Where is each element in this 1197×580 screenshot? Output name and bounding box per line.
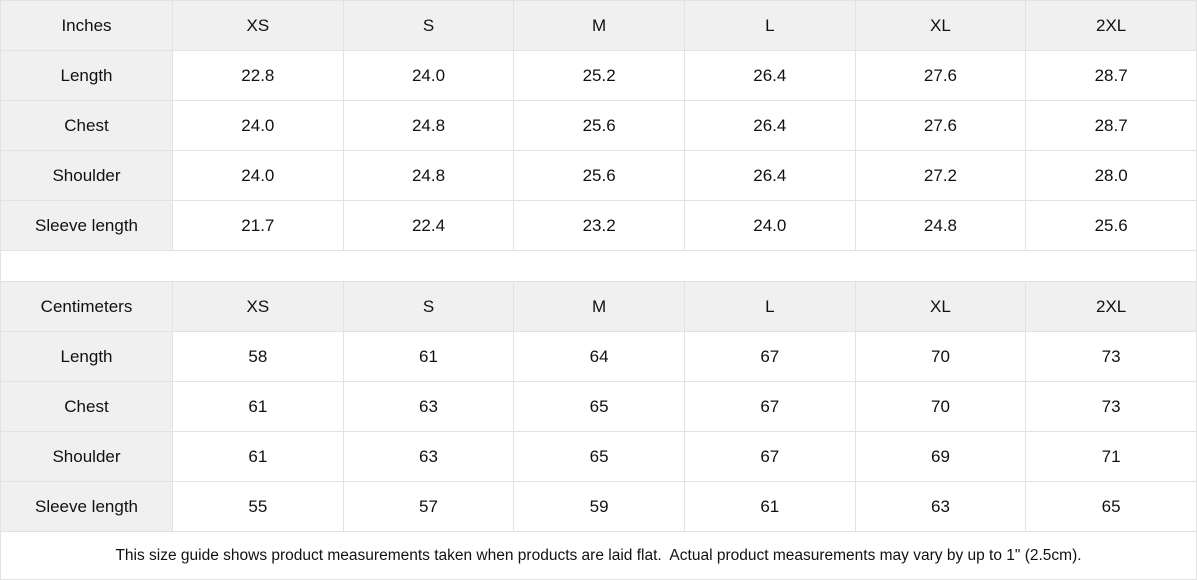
measurement-value-cell: 67 [683,331,856,382]
measurement-row: Sleeve length 55 57 59 61 63 65 [0,481,1197,532]
measurement-row: Shoulder 24.0 24.8 25.6 26.4 27.2 28.0 [0,150,1197,201]
size-column-header: L [683,0,856,51]
measurement-value-cell: 25.6 [1025,200,1197,251]
size-column-header: XS [172,281,344,332]
inches-size-table: Inches XS S M L XL 2XL Length 22.8 24.0 25.2 26.4 27… [0,0,1197,251]
measurement-row-label: Length [0,50,173,101]
measurement-value-cell: 21.7 [172,200,344,251]
measurement-row-label: Shoulder [0,150,173,201]
measurement-value-cell: 65 [513,431,685,482]
measurement-row: Length 58 61 64 67 70 73 [0,331,1197,382]
table-spacer [0,251,1197,281]
measurement-value-cell: 26.4 [683,50,856,101]
measurement-value-cell: 25.2 [513,50,685,101]
measurement-value-cell: 25.6 [513,150,685,201]
measurement-value-cell: 24.0 [172,150,344,201]
measurement-value-cell: 27.6 [854,100,1027,151]
measurement-value-cell: 65 [513,381,685,432]
measurement-value-cell: 55 [172,481,344,532]
measurement-row-label: Sleeve length [0,200,173,251]
measurement-value-cell: 61 [342,331,515,382]
measurement-value-cell: 24.8 [342,100,515,151]
measurement-row: Chest 24.0 24.8 25.6 26.4 27.6 28.7 [0,100,1197,151]
measurement-value-cell: 24.0 [172,100,344,151]
size-column-header: 2XL [1025,281,1197,332]
measurement-value-cell: 67 [683,431,856,482]
measurement-value-cell: 27.2 [854,150,1027,201]
measurement-value-cell: 26.4 [683,150,856,201]
measurement-row: Chest 61 63 65 67 70 73 [0,381,1197,432]
measurement-value-cell: 58 [172,331,344,382]
size-table-header-row: Centimeters XS S M L XL 2XL [0,281,1197,332]
measurement-value-cell: 24.8 [342,150,515,201]
unit-label-cell: Inches [0,0,173,51]
measurement-value-cell: 69 [854,431,1027,482]
centimeters-size-table: Centimeters XS S M L XL 2XL Length 58 61 64 67 70 73 C… [0,281,1197,532]
size-guide-footnote: This size guide shows product measuremen… [0,532,1197,580]
size-column-header: M [513,0,685,51]
size-column-header: XL [854,281,1027,332]
measurement-value-cell: 63 [342,381,515,432]
measurement-value-cell: 61 [172,381,344,432]
measurement-value-cell: 70 [854,381,1027,432]
measurement-value-cell: 73 [1025,381,1197,432]
measurement-value-cell: 73 [1025,331,1197,382]
measurement-value-cell: 67 [683,381,856,432]
size-column-header: 2XL [1025,0,1197,51]
measurement-value-cell: 28.7 [1025,100,1197,151]
measurement-row: Length 22.8 24.0 25.2 26.4 27.6 28.7 [0,50,1197,101]
measurement-value-cell: 24.8 [854,200,1027,251]
measurement-row-label: Length [0,331,173,382]
measurement-value-cell: 61 [172,431,344,482]
measurement-row-label: Chest [0,100,173,151]
measurement-value-cell: 71 [1025,431,1197,482]
measurement-value-cell: 63 [342,431,515,482]
measurement-value-cell: 59 [513,481,685,532]
measurement-row-label: Shoulder [0,431,173,482]
measurement-value-cell: 28.7 [1025,50,1197,101]
size-column-header: S [342,281,515,332]
measurement-value-cell: 24.0 [342,50,515,101]
measurement-value-cell: 28.0 [1025,150,1197,201]
measurement-value-cell: 63 [854,481,1027,532]
measurement-value-cell: 26.4 [683,100,856,151]
measurement-value-cell: 57 [342,481,515,532]
size-column-header: XL [854,0,1027,51]
size-table-header-row: Inches XS S M L XL 2XL [0,0,1197,51]
measurement-row-label: Sleeve length [0,481,173,532]
measurement-value-cell: 25.6 [513,100,685,151]
size-column-header: M [513,281,685,332]
measurement-value-cell: 23.2 [513,200,685,251]
measurement-value-cell: 70 [854,331,1027,382]
measurement-value-cell: 22.8 [172,50,344,101]
size-column-header: XS [172,0,344,51]
unit-label-cell: Centimeters [0,281,173,332]
measurement-row: Shoulder 61 63 65 67 69 71 [0,431,1197,482]
measurement-value-cell: 61 [683,481,856,532]
measurement-value-cell: 64 [513,331,685,382]
measurement-row-label: Chest [0,381,173,432]
size-column-header: S [342,0,515,51]
measurement-row: Sleeve length 21.7 22.4 23.2 24.0 24.8 25.6 [0,200,1197,251]
measurement-value-cell: 24.0 [683,200,856,251]
measurement-value-cell: 65 [1025,481,1197,532]
measurement-value-cell: 27.6 [854,50,1027,101]
size-column-header: L [683,281,856,332]
measurement-value-cell: 22.4 [342,200,515,251]
